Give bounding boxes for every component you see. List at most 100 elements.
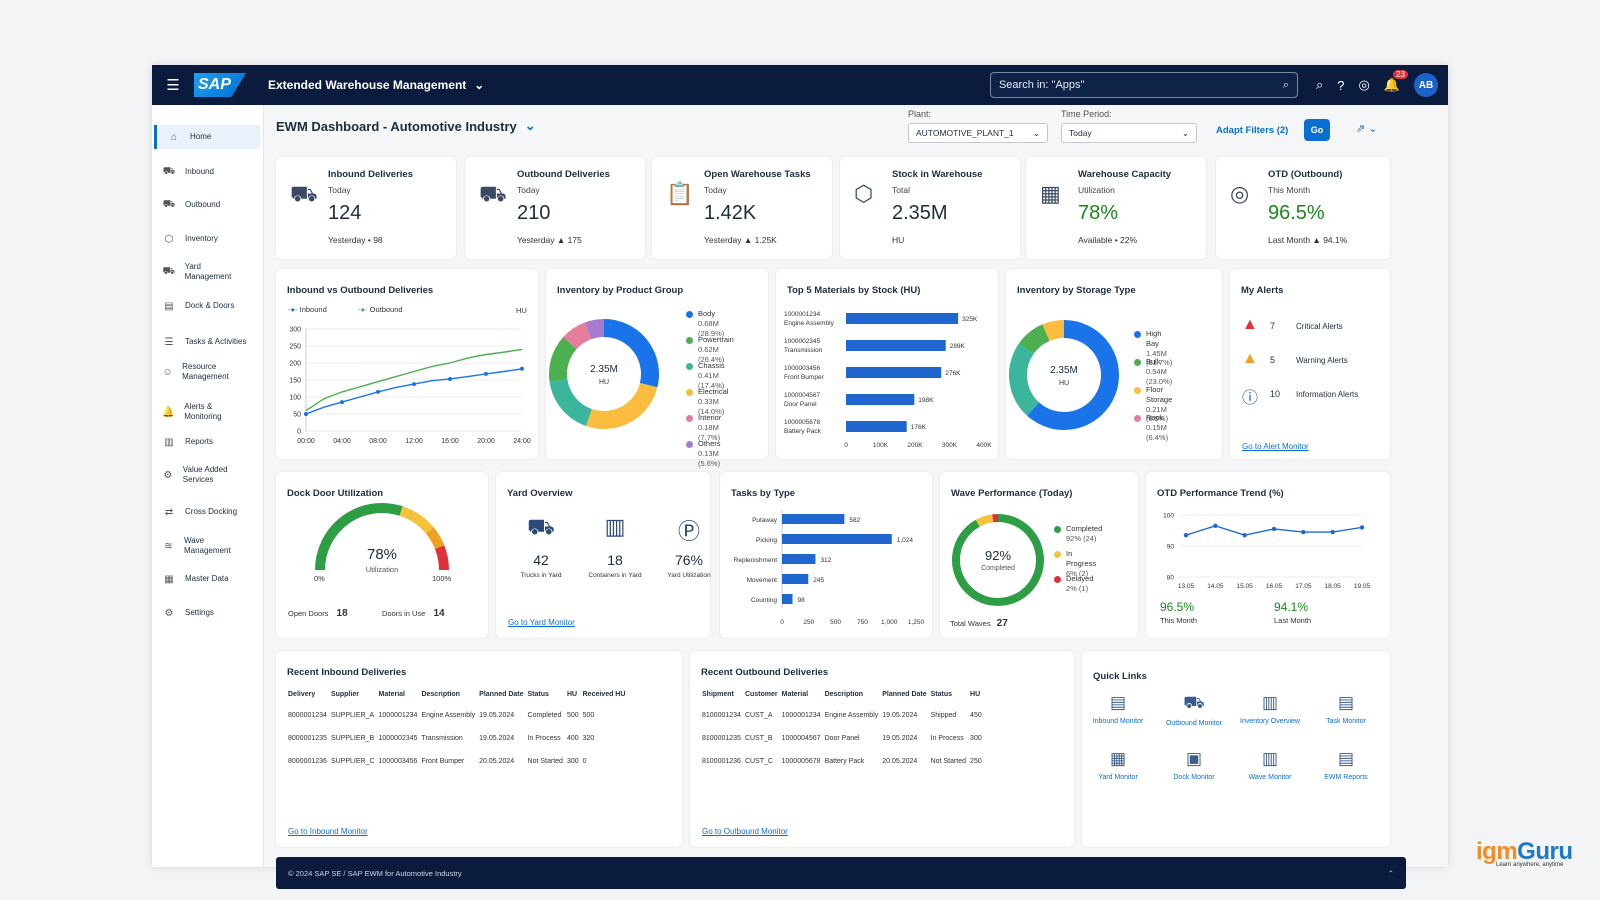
table-cell: 8100001234 xyxy=(702,712,741,719)
quick-link-ewm-reports[interactable]: ▤ EWM Reports xyxy=(1316,749,1376,781)
sidebar-item-outbound[interactable]: ⛟ Outbound xyxy=(152,193,258,217)
data-point xyxy=(1271,526,1277,532)
table-cell: 1000001234 xyxy=(781,712,821,719)
sidebar-item-settings[interactable]: ⚙ Settings xyxy=(152,601,258,625)
quick-link-dock-monitor[interactable]: ▣ Dock Monitor xyxy=(1164,749,1224,781)
legend-detail: 1.45M (61.7%) xyxy=(1146,348,1173,368)
alert-label[interactable]: Critical Alerts xyxy=(1296,322,1343,331)
slice-4 xyxy=(563,322,592,350)
sidebar-item-master-data[interactable]: ▦ Master Data xyxy=(152,567,258,591)
column-header: Customer xyxy=(744,691,778,698)
adapt-filters-button[interactable]: Adapt Filters (2) xyxy=(1216,125,1289,136)
kpi-sub: Total xyxy=(892,185,910,195)
sidebar-item-wave-management[interactable]: ≋ Wave Management xyxy=(152,534,258,558)
quick-link-inbound-monitor[interactable]: ▤ Inbound Monitor xyxy=(1088,693,1148,725)
tick-label: 300 xyxy=(289,327,301,334)
sidebar-item-tasks-activities[interactable]: ☰ Tasks & Activities xyxy=(152,327,258,357)
column-header: Status xyxy=(527,691,549,698)
kpi-sub: Utilization xyxy=(1078,185,1115,195)
wave-value: 92% xyxy=(984,548,1012,563)
page-title-menu[interactable]: EWM Dashboard - Automotive Industry ⌄ xyxy=(276,118,536,134)
column-header: Planned Date xyxy=(479,691,524,698)
app-title-menu[interactable]: Extended Warehouse Management ⌄ xyxy=(268,78,484,92)
sidebar-item-inventory[interactable]: ⬡ Inventory xyxy=(152,227,258,251)
search-icon[interactable]: ⌕ xyxy=(1315,77,1324,92)
table-row[interactable]: 8100001235 CUST_B 1000004567 Door Panel 19.0… xyxy=(702,735,986,758)
sidebar-item-inbound[interactable]: ⛟ Inbound xyxy=(152,160,258,184)
data-label: 98 xyxy=(798,597,806,604)
table-row[interactable]: 8000001234 SUPPLIER_A 1000001234 Engine Ass… xyxy=(288,712,629,735)
legend-dot xyxy=(686,363,693,370)
quick-link-inventory-overview[interactable]: ▥ Inventory Overview xyxy=(1240,693,1300,725)
table-cell: In Process xyxy=(527,735,561,742)
legend-label: Outbound xyxy=(369,305,403,314)
data-point xyxy=(448,376,452,381)
legend-name: In Progress xyxy=(1066,549,1097,568)
alert-monitor-link[interactable]: Go to Alert Monitor xyxy=(1242,442,1309,451)
kpi-value: 1.42K xyxy=(704,202,757,224)
share-icon[interactable]: ⇗ ⌄ xyxy=(1356,123,1378,135)
help-icon[interactable]: ? xyxy=(1337,77,1345,93)
feedback-icon[interactable]: ◎ xyxy=(1358,77,1370,92)
quick-link-outbound-monitor[interactable]: ⛟ Outbound Monitor xyxy=(1164,693,1224,727)
card-title: Top 5 Materials by Stock (HU) xyxy=(787,285,921,296)
tick-label: 18.05 xyxy=(1325,583,1342,590)
sidebar-item-alerts-monitoring[interactable]: 🔔 Alerts & Monitoring xyxy=(152,397,258,427)
go-button[interactable]: Go xyxy=(1304,119,1330,141)
column-header: Supplier xyxy=(330,691,359,698)
sidebar-item-dock-doors[interactable]: ▤ Dock & Doors xyxy=(152,294,258,318)
period-select[interactable]: Today ⌄ xyxy=(1061,123,1197,143)
kpi-value: 96.5% xyxy=(1268,202,1325,224)
target-icon: ◎ xyxy=(1230,181,1250,206)
quick-link-yard-monitor[interactable]: ▦ Yard Monitor xyxy=(1088,749,1148,781)
alert-label[interactable]: Warning Alerts xyxy=(1296,356,1348,365)
quick-link-wave-monitor[interactable]: ▥ Wave Monitor xyxy=(1240,749,1300,781)
sidebar-item-label: Inventory xyxy=(185,233,218,243)
column-header: Planned Date xyxy=(882,691,927,698)
table-row[interactable]: 8000001235 SUPPLIER_B 1000002345 Transmissi… xyxy=(288,735,629,758)
outbound-monitor-link[interactable]: Go to Outbound Monitor xyxy=(702,827,788,836)
plant-label: Plant: xyxy=(908,109,932,119)
sidebar-item-value-added-services[interactable]: ⚙ Value Added Services xyxy=(152,460,258,490)
tick-label: 100 xyxy=(1163,513,1174,520)
category-name: Battery Pack xyxy=(784,428,822,435)
notification-count: 23 xyxy=(1393,70,1408,79)
sidebar-item-label: Outbound xyxy=(185,199,221,209)
kpi-card: ◎ OTD (Outbound) This Month 96.5% Last Month… xyxy=(1216,157,1390,259)
inbound-table: Delivery Supplier Material Description Plann… xyxy=(288,691,629,781)
menu-icon[interactable]: ☰ xyxy=(166,77,180,94)
inbound-monitor-link[interactable]: Go to Inbound Monitor xyxy=(288,827,368,836)
kpi-title: Warehouse Capacity xyxy=(1078,169,1172,180)
table-row[interactable]: 8100001236 CUST_C 1000005678 Battery Pack 20… xyxy=(702,758,986,781)
quick-link-task-monitor[interactable]: ▤ Task Monitor xyxy=(1316,693,1376,725)
legend-name: Interior xyxy=(698,413,722,422)
legend-dot xyxy=(686,441,693,448)
table-row[interactable]: 8100001234 CUST_A 1000001234 Engine Assembl… xyxy=(702,712,986,735)
alert-label[interactable]: Information Alerts xyxy=(1296,390,1359,399)
legend-dot xyxy=(1134,359,1141,366)
sidebar-item-cross-docking[interactable]: ⇄ Cross Docking xyxy=(152,500,258,524)
legend-dot xyxy=(686,389,693,396)
column-header: Shipment xyxy=(702,691,734,698)
legend-item: Completed 92% (24) xyxy=(1054,524,1102,544)
column-header: HU xyxy=(970,691,981,698)
sidebar-item-yard-management[interactable]: ⛟ Yard Management xyxy=(152,260,258,284)
table-cell: 500 xyxy=(566,712,579,719)
search-input[interactable]: Search in: "Apps" ⌕ xyxy=(989,72,1298,98)
tick-label: 0 xyxy=(297,429,301,436)
sidebar-item-home[interactable]: ⌂ Home xyxy=(154,125,260,149)
table-row[interactable]: 8000001236 SUPPLIER_C 1000003456 Front Bump… xyxy=(288,758,629,781)
avatar[interactable]: AB xyxy=(1414,73,1438,97)
tick-label: 1,000 xyxy=(881,619,898,626)
sidebar-item-reports[interactable]: ▥ Reports xyxy=(152,430,258,454)
plant-select[interactable]: AUTOMOTIVE_PLANT_1 ⌄ xyxy=(908,123,1048,143)
chevron-up-icon[interactable]: ⌃ xyxy=(1387,868,1394,878)
kpi-title: Inbound Deliveries xyxy=(328,169,413,180)
yard-monitor-link[interactable]: Go to Yard Monitor xyxy=(508,618,575,627)
notification-bell-icon[interactable]: 🔔 23 xyxy=(1384,70,1408,93)
search-icon[interactable]: ⌕ xyxy=(1282,78,1289,91)
sidebar-item-resource-management[interactable]: ☺ Resource Management xyxy=(152,357,258,387)
kpi-footer: Yesterday ▲ 1.25K xyxy=(704,235,777,245)
container-icon: ▥ xyxy=(604,514,626,539)
kpi-value: 78% xyxy=(1078,202,1119,224)
